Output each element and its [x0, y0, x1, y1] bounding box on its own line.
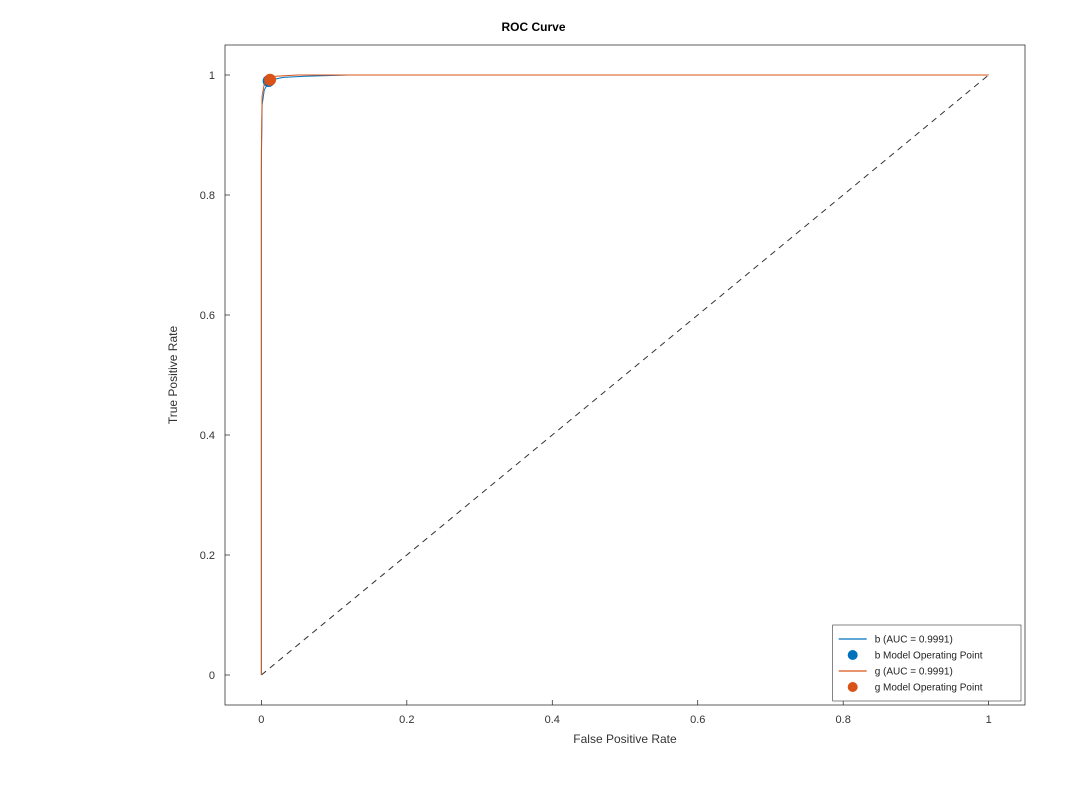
- xtick-label: 0.4: [545, 714, 560, 726]
- legend-label: g Model Operating Point: [875, 683, 983, 694]
- ytick-label: 0.8: [200, 190, 215, 202]
- operating-point-g: [264, 74, 276, 86]
- legend-marker-sample: [848, 650, 858, 660]
- chart-svg: 0 0.2 0.4 0.6 0.8 1 0 0.2 0.4 0.6 0.8 1 False Positi…: [0, 0, 1067, 800]
- diagonal-reference-line: [261, 75, 988, 675]
- ytick-label: 0: [209, 670, 215, 682]
- ytick-label: 0.4: [200, 430, 215, 442]
- legend-label: g (AUC = 0.9991): [875, 667, 953, 678]
- legend-label: b (AUC = 0.9991): [875, 635, 953, 646]
- legend-marker-sample: [848, 682, 858, 692]
- ytick-label: 0.2: [200, 550, 215, 562]
- xtick-label: 0: [258, 714, 264, 726]
- ylabel: True Positive Rate: [166, 326, 180, 425]
- xtick-label: 0.8: [836, 714, 851, 726]
- ytick-label: 0.6: [200, 310, 215, 322]
- xtick-label: 1: [986, 714, 992, 726]
- xlabel: False Positive Rate: [573, 732, 677, 746]
- xtick-label: 0.2: [399, 714, 414, 726]
- legend: b (AUC = 0.9991) b Model Operating Point g…: [833, 625, 1021, 701]
- xtick-label: 0.6: [690, 714, 705, 726]
- roc-chart: ROC Curve 00.20.40.60.8100.20.40.60.81Fa…: [0, 0, 1067, 800]
- legend-label: b Model Operating Point: [875, 651, 983, 662]
- ytick-label: 1: [209, 70, 215, 82]
